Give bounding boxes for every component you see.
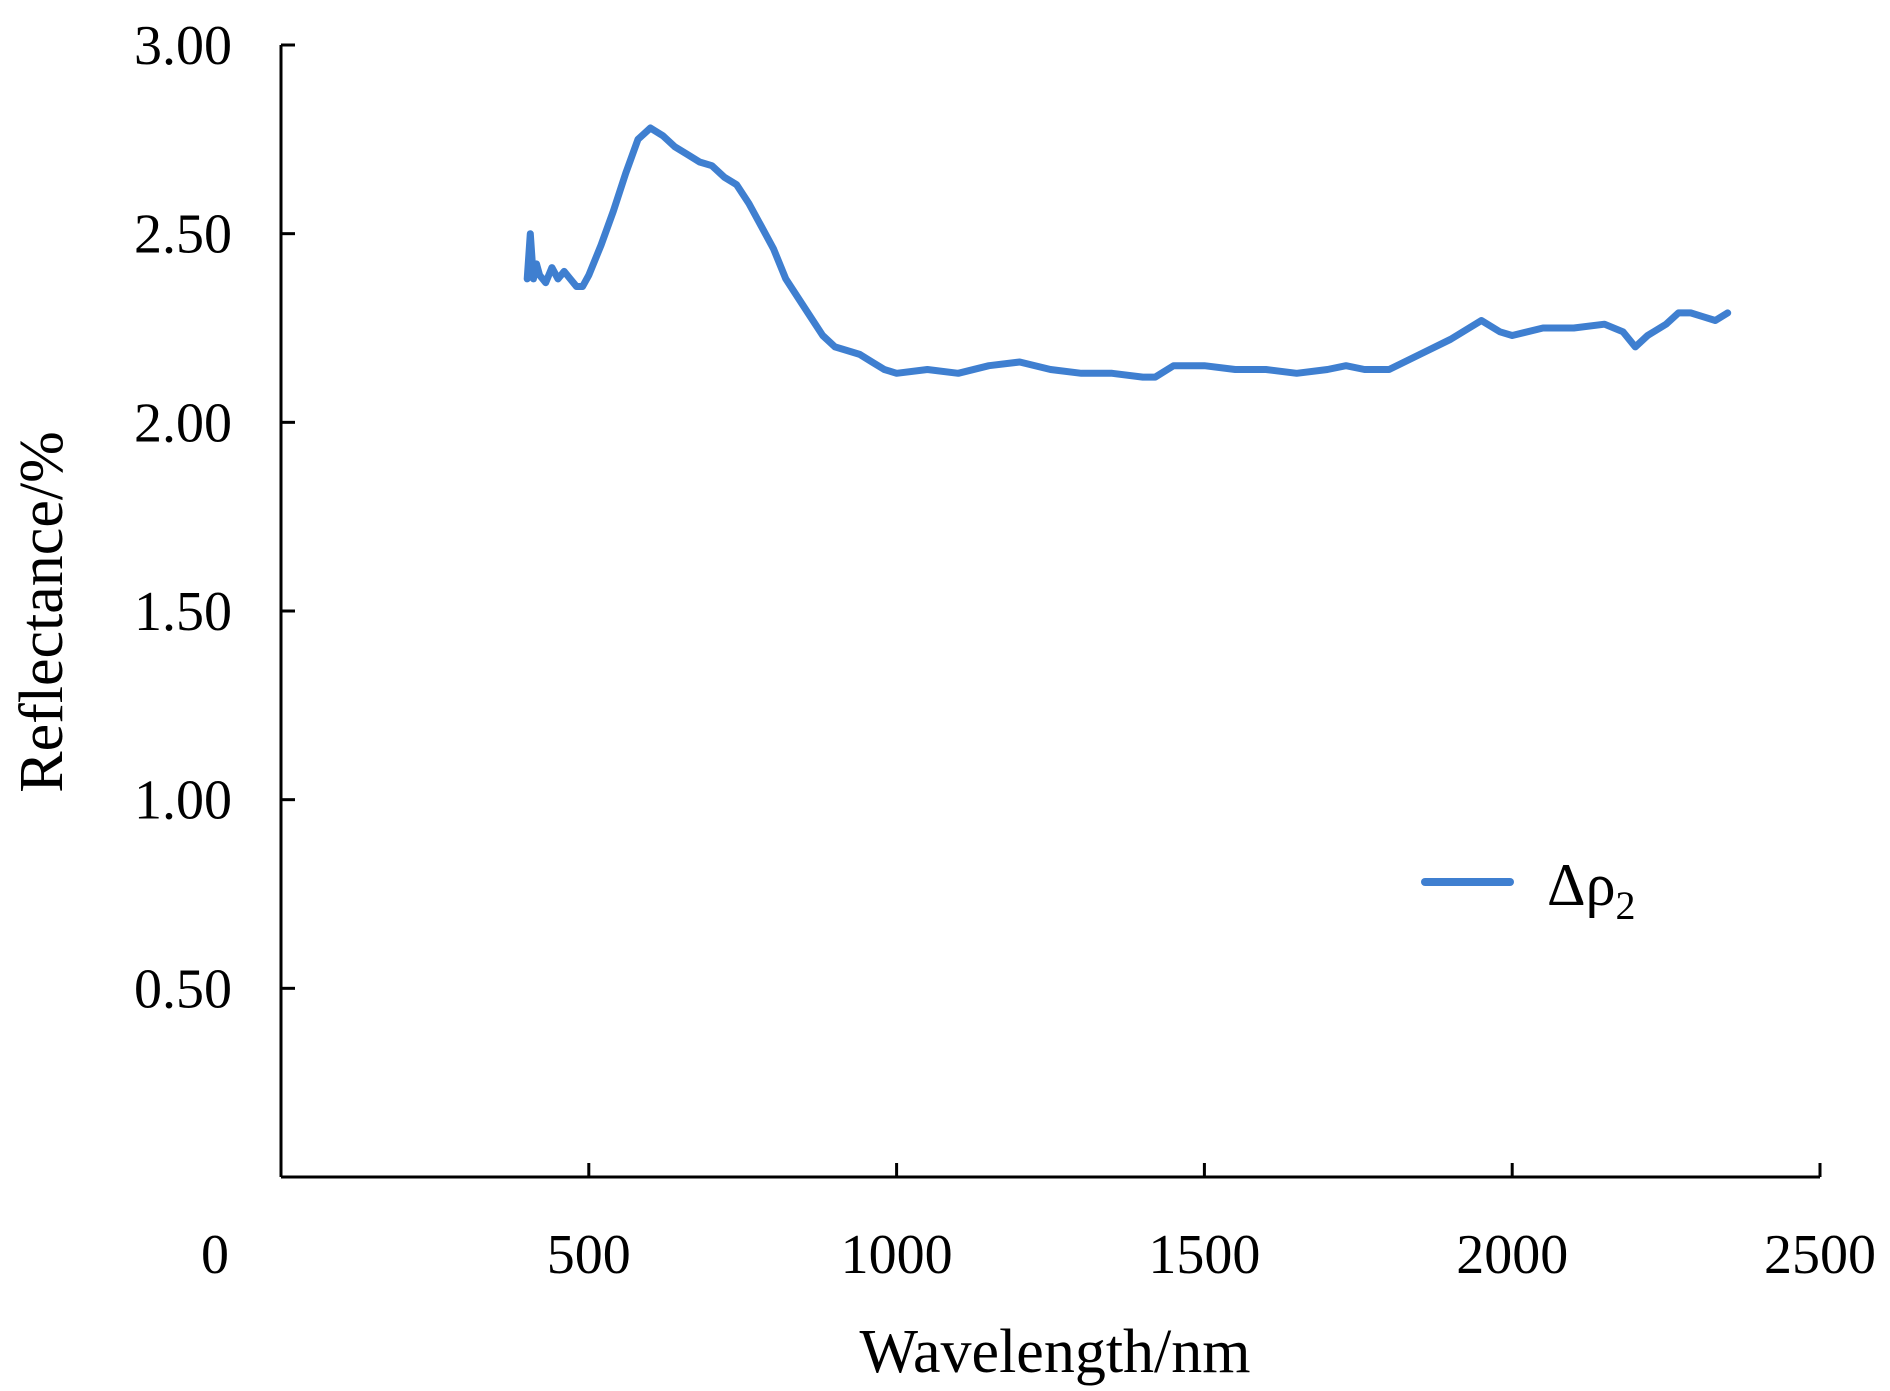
legend: Δρ2 [1421, 852, 1636, 928]
y-tick-label: 2.50 [134, 204, 232, 266]
x-axis-title: Wavelength/nm [859, 1318, 1250, 1386]
x-tick-label: 2500 [1764, 1224, 1876, 1286]
y-tick-label: 0.50 [134, 958, 232, 1020]
x-tick-label: 2000 [1456, 1224, 1568, 1286]
y-tick-label: 3.00 [134, 15, 232, 77]
x-tick-label: 0 [201, 1224, 229, 1286]
y-tick-label: 1.50 [134, 581, 232, 643]
x-tick-label: 1500 [1148, 1224, 1260, 1286]
y-axis-title: Reflectance/% [8, 431, 76, 792]
legend-series-subscript: 2 [1616, 883, 1636, 928]
x-axis-ticks: 0 500 1000 1500 2000 2500 [201, 1163, 1876, 1286]
y-tick-label: 2.00 [134, 392, 232, 454]
series-layer [523, 124, 1732, 381]
y-tick-label: 1.00 [134, 770, 232, 832]
y-axis-ticks: 0.50 1.00 1.50 2.00 2.50 3.00 [134, 15, 295, 1020]
x-tick-label: 1000 [841, 1224, 953, 1286]
axes [279, 45, 1820, 1179]
series-line [523, 124, 1732, 381]
legend-series-name: Δρ [1547, 852, 1616, 918]
x-tick-label: 500 [547, 1224, 631, 1286]
legend-label: Δρ2 [1547, 852, 1636, 928]
